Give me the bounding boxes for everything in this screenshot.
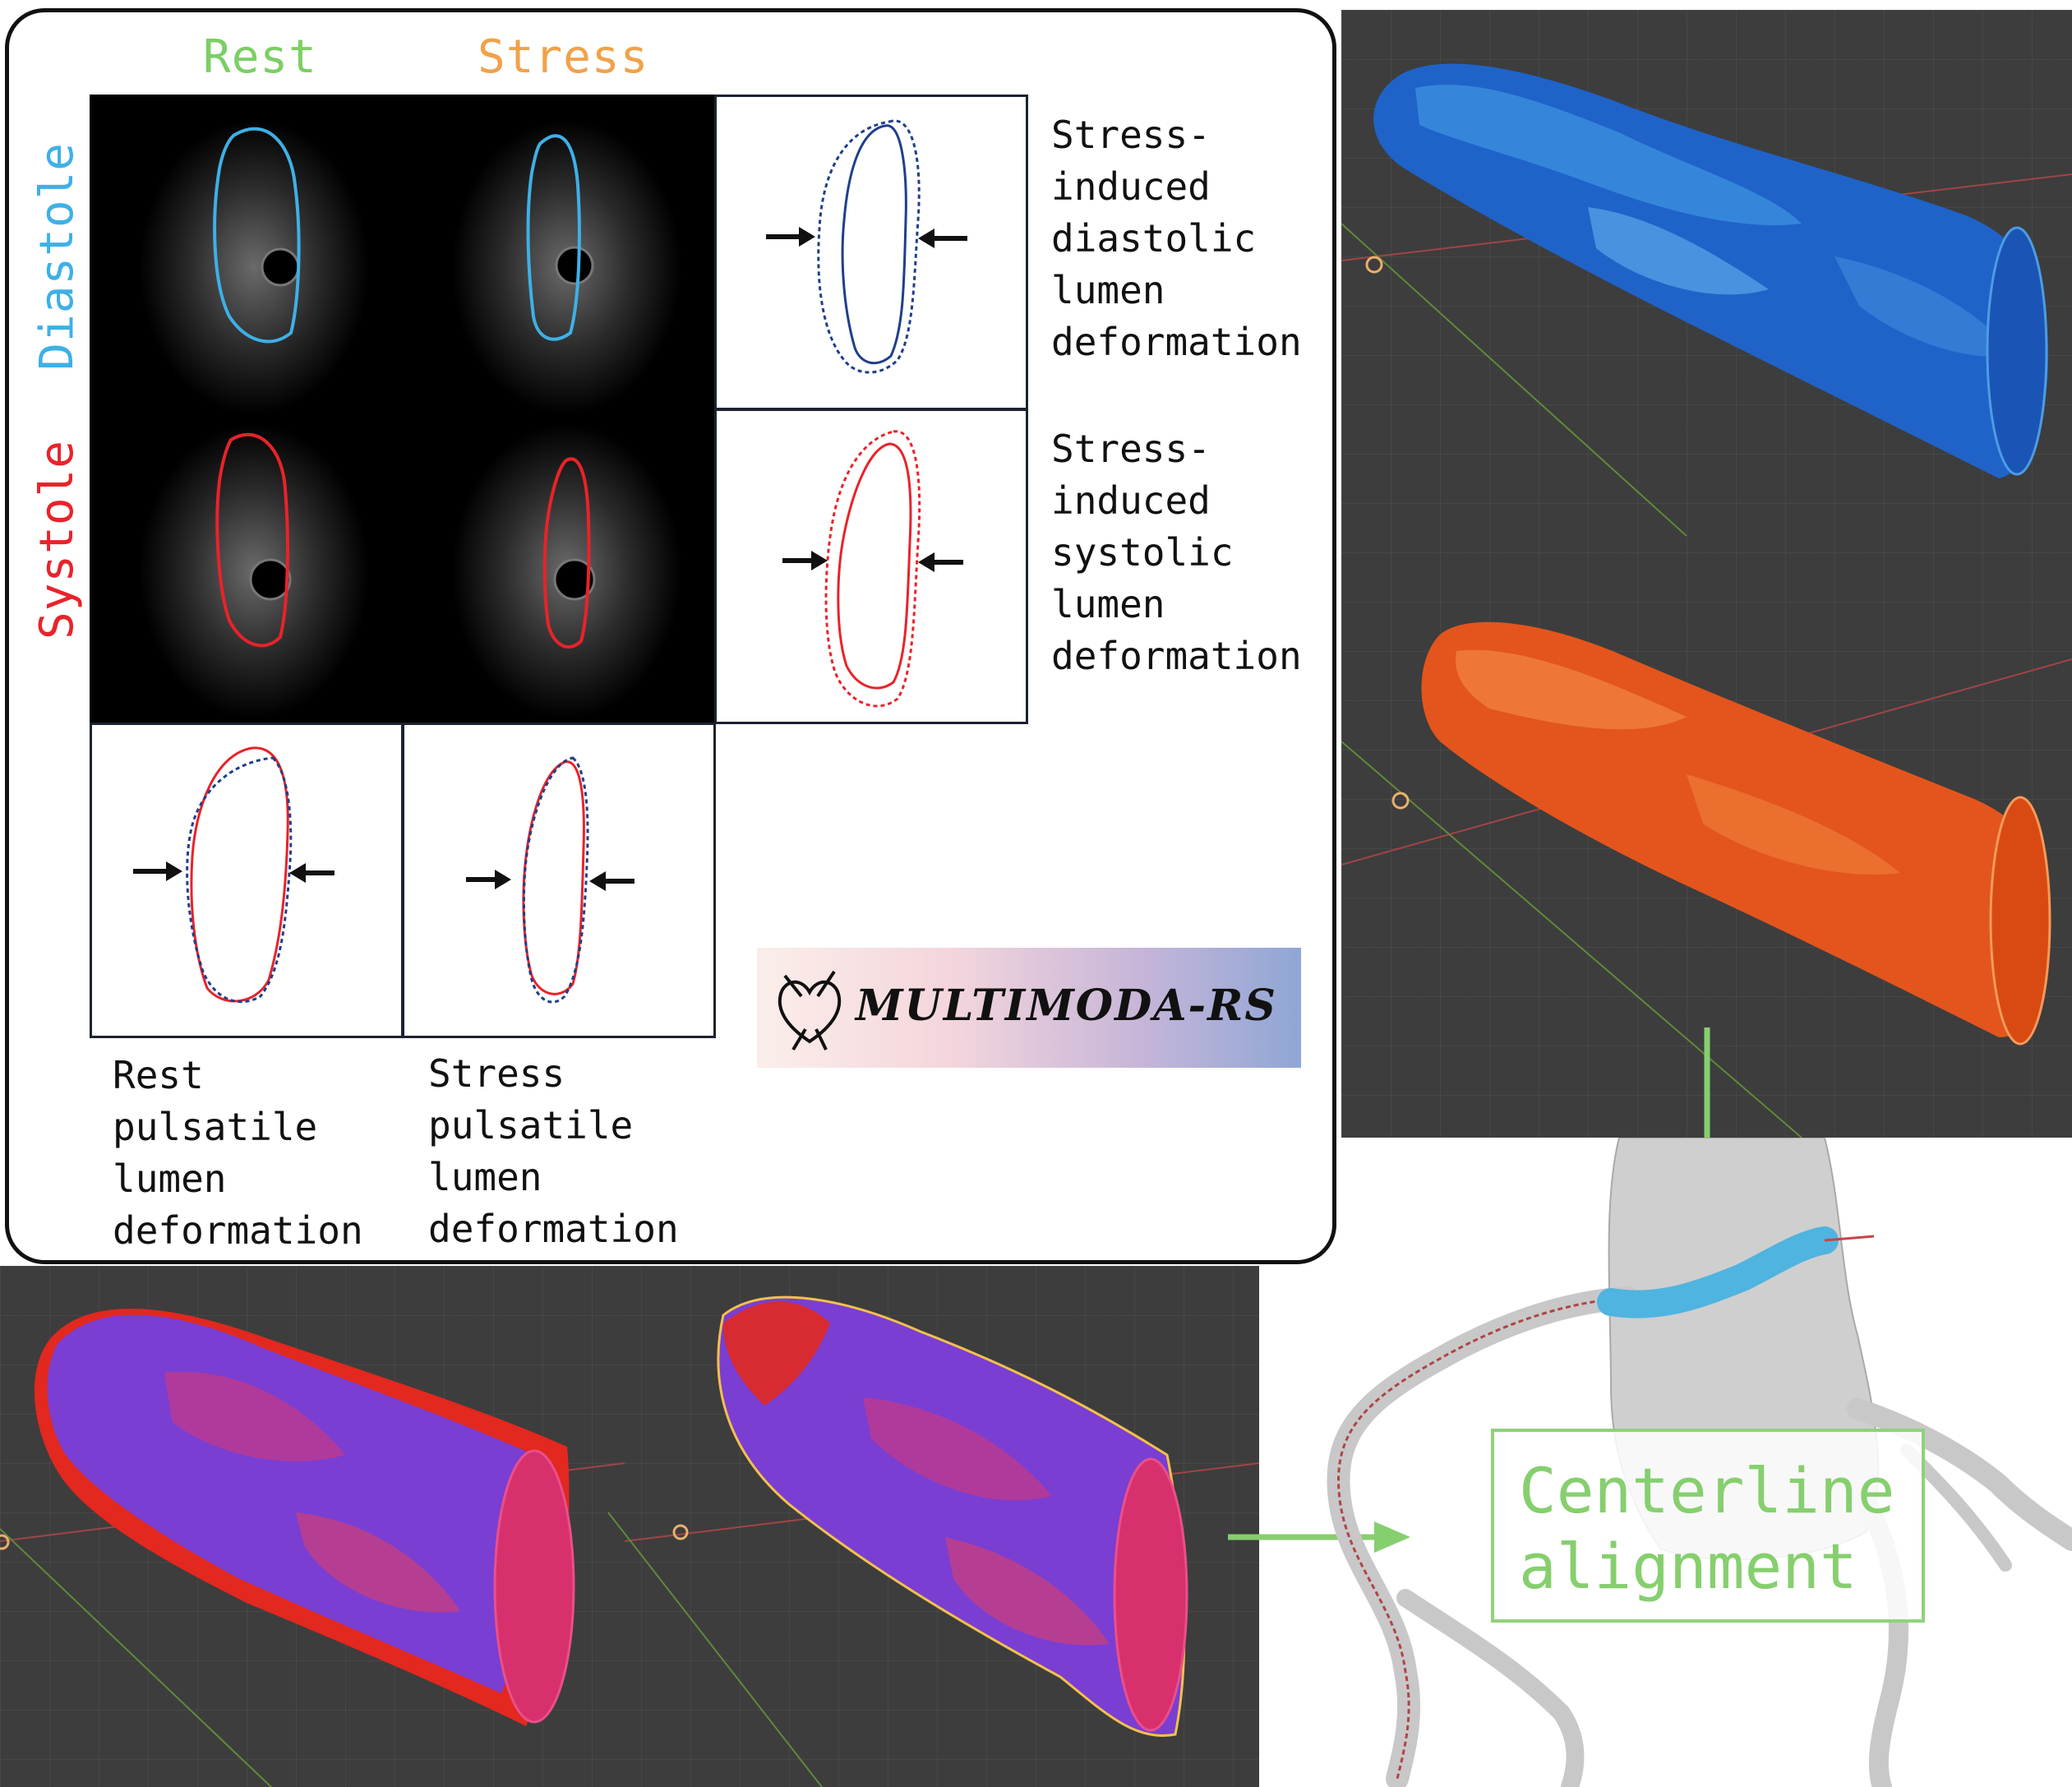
overlay-vessel-stress <box>717 1295 1188 1737</box>
overlay-vessel-rest <box>34 1309 575 1726</box>
ivus-stress-diastole <box>451 119 681 415</box>
ivus-image-grid <box>90 95 714 724</box>
ivus-stress-systole <box>451 423 681 719</box>
rest-pulsatile-contour-box <box>90 723 404 1038</box>
overlay-3d-viewport[interactable] <box>0 1266 1259 1787</box>
row-label-diastole: Diastole <box>30 142 84 371</box>
ivus-rest-systole <box>139 423 369 719</box>
multimoda-rs-logo: MULTIMODA-RS <box>757 948 1301 1068</box>
caption-rest-pulsatile: Rest pulsatile lumen deformation <box>113 1053 363 1253</box>
ivus-frames <box>139 119 681 719</box>
caption-stress-systolic: Stress- induced systolic lumen deformati… <box>1051 427 1302 678</box>
rest-pulsatile-overlay <box>133 746 335 1004</box>
logo-text: MULTIMODA-RS <box>856 981 1277 1031</box>
stress-systolic-contour-box <box>714 409 1028 724</box>
overlay-3d-scene <box>0 1295 1259 1787</box>
ivus-deformation-panel: Rest Stress Diastole Systole <box>5 8 1336 1264</box>
systole-vessel-3d <box>1421 621 2051 1046</box>
systolic-contour-overlay <box>782 430 963 708</box>
diastolic-contour-overlay <box>766 119 967 374</box>
row-label-systole: Systole <box>30 440 84 640</box>
stress-pulsatile-overlay <box>466 756 635 1004</box>
caption-stress-diastolic: Stress- induced diastolic lumen deformat… <box>1051 113 1302 364</box>
centerline-alignment-label: Centerline alignment <box>1491 1429 1925 1623</box>
heart-emblem-icon <box>778 970 842 1051</box>
ivus-rest-diastole <box>139 119 369 415</box>
diastole-3d-viewport[interactable] <box>1341 10 2072 1138</box>
centerline-alignment-text: Centerline alignment <box>1519 1454 1895 1603</box>
stress-diastolic-contour-box <box>714 95 1028 410</box>
arrow-right-icon <box>1228 1521 1410 1553</box>
column-label-rest: Rest <box>203 30 317 84</box>
caption-stress-pulsatile: Stress pulsatile lumen deformation <box>428 1051 679 1251</box>
diastole-vessel-3d <box>1373 63 2048 479</box>
vessel-3d-scene <box>1341 63 2072 1138</box>
column-label-stress: Stress <box>478 30 649 84</box>
stress-pulsatile-contour-box <box>402 723 716 1038</box>
